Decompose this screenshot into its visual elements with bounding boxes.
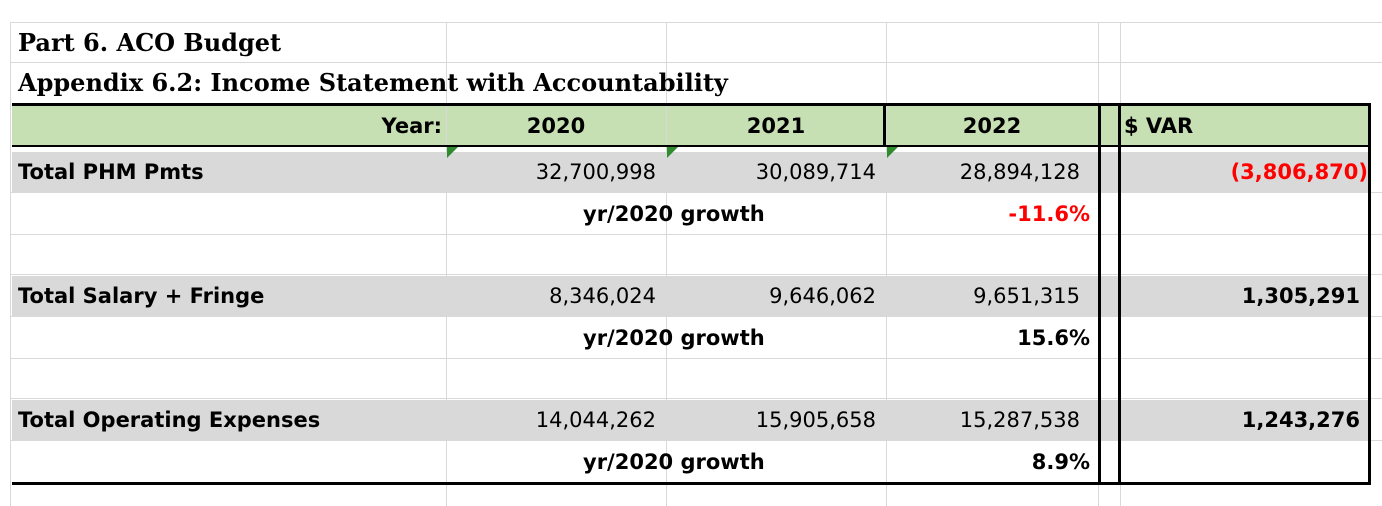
- gridline: [10, 274, 1382, 275]
- gridline: [10, 62, 1382, 63]
- table-right-border: [1368, 103, 1371, 485]
- var-value[interactable]: 1,243,276: [1241, 408, 1360, 432]
- growth-label: yr/2020 growth: [583, 326, 765, 350]
- gridline: [10, 234, 1382, 235]
- comment-indicator-icon[interactable]: [887, 147, 898, 158]
- gridline: [886, 22, 887, 506]
- value-2021[interactable]: 30,089,714: [755, 160, 876, 184]
- var-header: $ VAR: [1124, 114, 1194, 138]
- appendix-title: Appendix 6.2: Income Statement with Acco…: [18, 68, 728, 97]
- value-2022[interactable]: 9,651,315: [973, 284, 1080, 308]
- row-label: Total Salary + Fringe: [18, 284, 265, 308]
- gridline: [10, 22, 1382, 23]
- var-column-left-border: [1098, 103, 1101, 485]
- value-2022[interactable]: 28,894,128: [959, 160, 1080, 184]
- row-label: Total PHM Pmts: [18, 160, 204, 184]
- gridline: [10, 192, 1382, 193]
- table-bottom-border: [12, 482, 1370, 485]
- header-row-band: [12, 106, 1370, 146]
- gridline: [666, 22, 667, 506]
- growth-value[interactable]: 15.6%: [1017, 326, 1090, 350]
- row-band-salary: [12, 276, 1370, 316]
- value-2022[interactable]: 15,287,538: [959, 408, 1080, 432]
- header-bottom-border: [12, 145, 1370, 147]
- var-value[interactable]: 1,305,291: [1241, 284, 1360, 308]
- gridline: [10, 398, 1382, 399]
- year-2022-left-border: [883, 103, 886, 147]
- year-2020-header: 2020: [526, 114, 586, 138]
- year-2022-header: 2022: [962, 114, 1022, 138]
- growth-label: yr/2020 growth: [583, 202, 765, 226]
- comment-indicator-icon[interactable]: [667, 147, 678, 158]
- row-band-operating: [12, 400, 1370, 440]
- value-2020[interactable]: 8,346,024: [549, 284, 656, 308]
- year-2021-header: 2021: [746, 114, 806, 138]
- var-value[interactable]: (3,806,870): [1230, 160, 1368, 184]
- part-title: Part 6. ACO Budget: [18, 28, 282, 57]
- gridline: [10, 22, 11, 506]
- gridline: [446, 22, 447, 506]
- comment-indicator-icon[interactable]: [447, 147, 458, 158]
- gridline: [10, 316, 1382, 317]
- year-label: Year:: [381, 114, 442, 138]
- table-top-border: [12, 103, 1370, 106]
- gridline: [10, 440, 1382, 441]
- var-column-inner-border: [1118, 103, 1121, 485]
- row-label: Total Operating Expenses: [18, 408, 321, 432]
- value-2020[interactable]: 32,700,998: [535, 160, 656, 184]
- growth-value[interactable]: 8.9%: [1031, 450, 1090, 474]
- growth-value[interactable]: -11.6%: [1008, 202, 1090, 226]
- row-band-phm: [12, 152, 1370, 192]
- gridline: [10, 358, 1382, 359]
- value-2021[interactable]: 15,905,658: [755, 408, 876, 432]
- value-2020[interactable]: 14,044,262: [535, 408, 656, 432]
- growth-label: yr/2020 growth: [583, 450, 765, 474]
- value-2021[interactable]: 9,646,062: [769, 284, 876, 308]
